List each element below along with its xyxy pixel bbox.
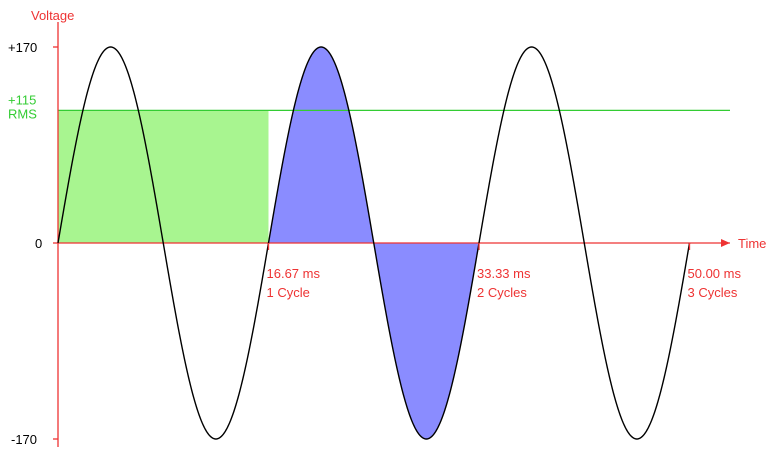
x-tick-label-cycles-2: 2 Cycles	[477, 285, 527, 300]
x-tick-label-time-3: 50.00 ms	[688, 266, 742, 281]
cycle-positive-half-fill	[268, 47, 374, 243]
x-tick-label-cycles-3: 3 Cycles	[688, 285, 738, 300]
x-tick-label-time-2: 33.33 ms	[477, 266, 531, 281]
rms-area	[58, 110, 269, 243]
cycle-negative-half-fill	[373, 243, 479, 439]
y-tick-label-zero: 0	[35, 236, 42, 251]
y-tick-label-peak-neg: -170	[11, 432, 37, 447]
x-tick-label-time-1: 16.67 ms	[267, 266, 321, 281]
sine-wave	[57, 46, 691, 440]
y-tick-label-rms: RMS	[8, 106, 37, 121]
y-tick-label-rms-value: +115	[8, 92, 36, 107]
x-axis-label: Time	[738, 236, 766, 251]
y-tick-label-peak-pos: +170	[8, 40, 37, 55]
y-axis-label: Voltage	[31, 8, 74, 23]
x-axis-arrow	[721, 239, 730, 247]
x-ticks	[267, 243, 691, 250]
x-tick-label-cycles-1: 1 Cycle	[267, 285, 310, 300]
